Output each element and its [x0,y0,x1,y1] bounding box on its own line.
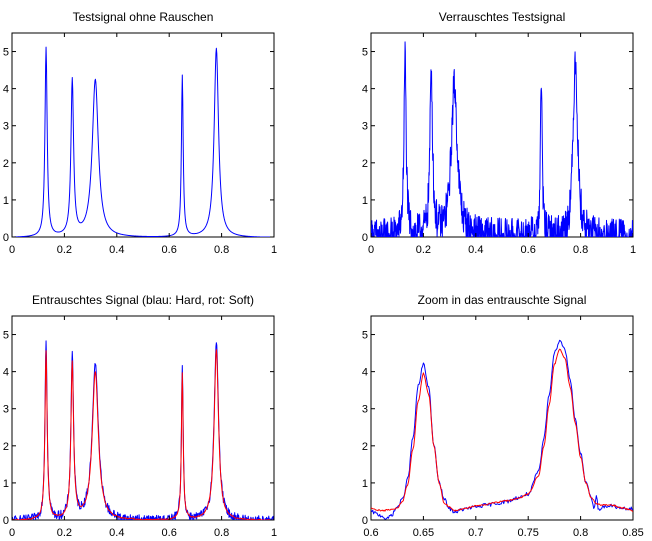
x-tick-label: 0.2 [57,527,72,539]
y-tick-label: 5 [362,47,368,59]
y-tick-label: 5 [3,47,9,59]
x-tick-label: 0 [9,527,15,539]
x-tick-label: 0.6 [162,244,177,256]
y-tick-label: 2 [3,441,9,453]
y-tick-label: 3 [362,404,368,416]
x-tick-label: 1 [271,527,277,539]
axes-frame [11,315,275,521]
subplot-zoom-denoised: 0.6 0.65 0.7 0.75 0.8 0.85 0 1 2 3 4 5 Zoom in das e… [362,293,644,539]
x-tick-label: 0.8 [214,244,229,256]
y-tick-label: 1 [362,478,368,490]
y-tick-label: 3 [362,121,368,133]
y-tick-label: 2 [362,441,368,453]
x-tick-label: 0.2 [416,244,431,256]
y-tick-label: 2 [362,158,368,170]
chart-title: Testsignal ohne Rauschen [73,10,214,24]
x-tick-label: 0.4 [109,244,124,256]
y-tick-label: 0 [3,232,9,244]
y-tick-label: 3 [3,121,9,133]
y-tick-label: 2 [3,158,9,170]
y-tick-label: 1 [3,195,9,207]
series-line-1 [12,349,274,520]
axes-frame [370,315,634,521]
y-tick-label: 0 [3,515,9,527]
series-line-0 [12,46,274,237]
x-tick-label: 0.8 [573,244,588,256]
y-tick-label: 0 [362,515,368,527]
x-tick-label: 0.4 [468,244,483,256]
y-tick-label: 4 [3,84,9,96]
y-tick-label: 4 [362,84,368,96]
y-tick-label: 1 [362,195,368,207]
x-tick-label: 1 [271,244,277,256]
subplot-clean-signal: 0 0.2 0.4 0.6 0.8 1 0 1 2 3 4 5 Testsignal ohne Raus… [3,10,277,256]
x-tick-label: 0.85 [622,527,643,539]
chart-title: Zoom in das entrauschte Signal [418,293,587,307]
x-tick-label: 0.2 [57,244,72,256]
y-tick-label: 1 [3,478,9,490]
x-tick-label: 0.6 [521,244,536,256]
series-line-0 [371,41,633,237]
x-tick-label: 1 [630,244,636,256]
y-tick-label: 3 [3,404,9,416]
y-tick-label: 5 [362,330,368,342]
y-tick-label: 4 [3,367,9,379]
x-tick-label: 0 [9,244,15,256]
y-tick-label: 5 [3,330,9,342]
x-tick-label: 0.65 [413,527,434,539]
x-tick-label: 0.75 [517,527,538,539]
x-tick-label: 0.7 [468,527,483,539]
series-line-1 [371,348,633,512]
x-tick-label: 0.8 [214,527,229,539]
subplot-noisy-signal: 0 0.2 0.4 0.6 0.8 1 0 1 2 3 4 5 Verrauschtes Testsig… [362,10,636,256]
subplot-denoised-signal: 0 0.2 0.4 0.6 0.8 1 0 1 2 3 4 5 Entrauschtes Signal … [3,293,277,539]
chart-title: Verrauschtes Testsignal [439,10,566,24]
x-tick-label: 0.6 [162,527,177,539]
x-tick-label: 0.4 [109,527,124,539]
series-line-0 [12,340,274,520]
x-tick-label: 0.6 [363,527,378,539]
chart-title: Entrauschtes Signal (blau: Hard, rot: So… [32,293,254,307]
axes-frame [11,32,275,238]
y-tick-label: 0 [362,232,368,244]
x-tick-label: 0 [368,244,374,256]
axes-frame [370,32,634,238]
x-tick-label: 0.8 [573,527,588,539]
y-tick-label: 4 [362,367,368,379]
